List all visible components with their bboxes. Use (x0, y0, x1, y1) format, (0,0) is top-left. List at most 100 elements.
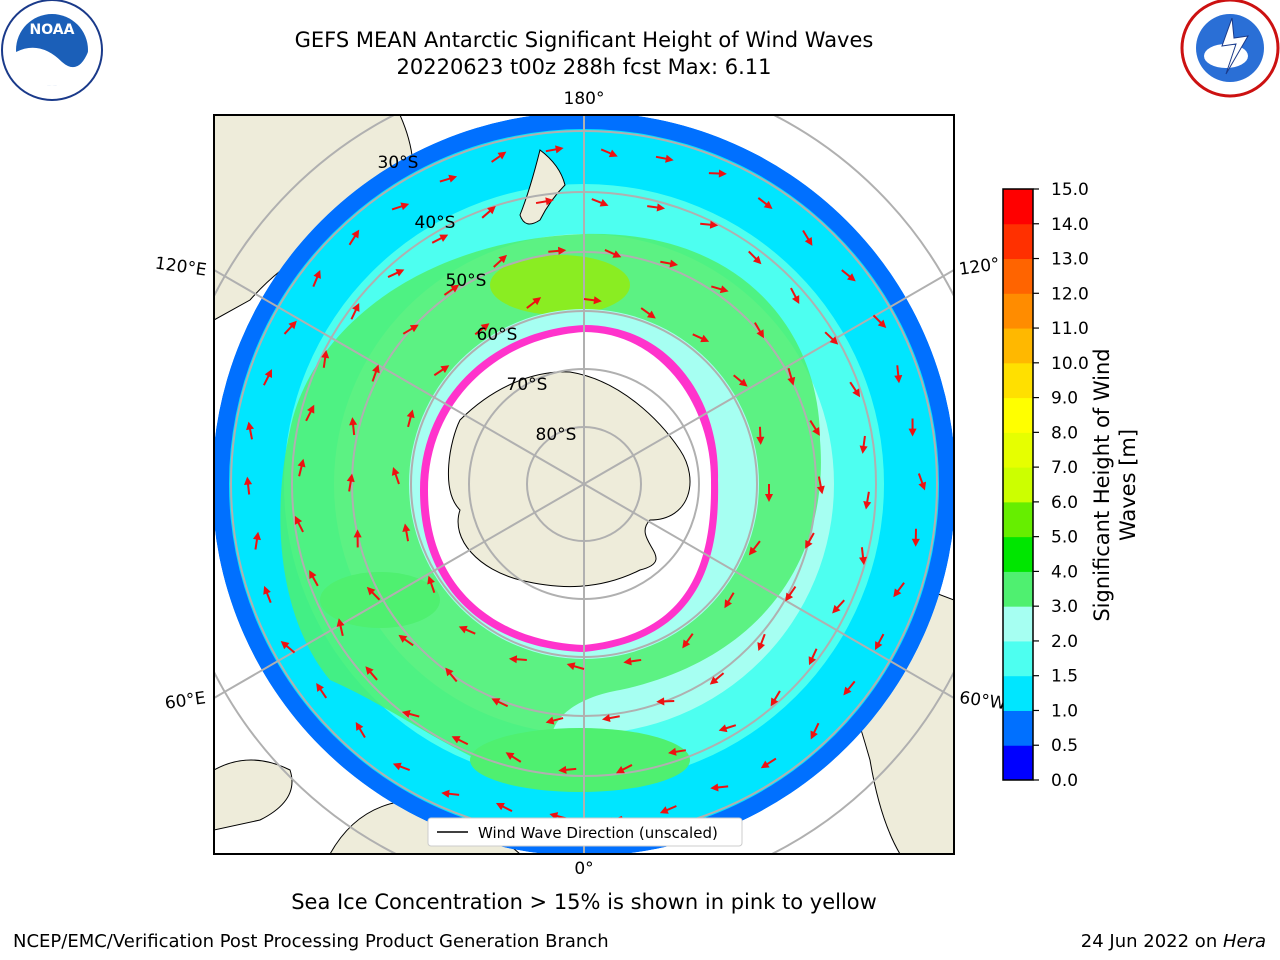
wind-arrow-head (656, 203, 666, 212)
wind-arrow-head (398, 634, 408, 643)
colorbar-tick-label: 8.0 (1051, 423, 1078, 443)
lon-label-120e: 120°E (154, 254, 208, 281)
wind-arrow-head (427, 575, 435, 585)
footer-date: 24 Jun 2022 on Hera (1081, 931, 1266, 952)
wind-arrow-head (748, 546, 757, 556)
wind-arrow-head (757, 642, 765, 652)
wind-arrow-head (852, 388, 861, 398)
wind-arrow-head (491, 698, 501, 706)
colorbar-tick-label: 11.0 (1051, 319, 1089, 339)
wind-arrow-head (309, 570, 317, 579)
wind-arrow-head (752, 255, 762, 265)
wind-arrow-head (495, 803, 505, 811)
wind-arrow-head (252, 531, 261, 541)
wind-arrow-head (760, 760, 770, 769)
wind-arrow-head (297, 458, 306, 468)
wind-arrow-head (656, 697, 665, 706)
lon-label-60w: 60°W (958, 688, 1007, 714)
wind-arrow-head (372, 364, 380, 374)
colorbar-segment (1003, 293, 1033, 329)
wind-arrow-head (392, 762, 402, 771)
wind-arrow-head (668, 747, 677, 756)
wind-arrow-head (700, 334, 710, 343)
wind-arrow-head (812, 426, 820, 436)
colorbar-segment (1003, 467, 1033, 503)
legend-label: Wind Wave Direction (unscaled) (478, 824, 718, 842)
wind-arrow-head (724, 599, 732, 609)
footer-date-text: 24 Jun 2022 on (1080, 931, 1223, 952)
wind-arrow-head (451, 736, 461, 744)
wind-arrows (244, 145, 927, 825)
wind-arrow-head (288, 320, 297, 330)
wind-arrow-head (487, 206, 496, 215)
lon-label-180: 180° (564, 89, 605, 109)
wind-arrow-head (756, 329, 764, 339)
wind-arrow-head (406, 409, 415, 419)
wind-arrow-head (244, 476, 253, 485)
colorbar-tick-label: 0.0 (1051, 771, 1078, 791)
wind-arrow-head (497, 151, 507, 160)
new-zealand-land (519, 149, 566, 225)
colorbar-tick-label: 6.0 (1051, 493, 1078, 513)
wind-arrow-head (366, 586, 376, 596)
wind-arrow-head (402, 523, 411, 532)
map-title: GEFS MEAN Antarctic Significant Height o… (294, 28, 874, 52)
wind-arrow-head (859, 556, 868, 566)
wind-arrow-head (566, 662, 576, 671)
wind-arrow-head (545, 716, 555, 725)
wind-arrow-head (608, 149, 618, 158)
wind-arrow-head (770, 697, 779, 707)
madagascar-land (214, 759, 293, 831)
colorbar-tick-label: 13.0 (1051, 250, 1089, 270)
colorbar-segment (1003, 745, 1033, 781)
colorbar-tick-label: 12.0 (1051, 284, 1089, 304)
wind-arrow-head (395, 269, 405, 277)
colorbar-segment (1003, 258, 1033, 294)
colorbar-tick-label: 15.0 (1051, 180, 1089, 200)
map-subtitle: 20220623 t00z 288h fcst Max: 6.11 (396, 55, 772, 79)
wind-arrow-head (665, 154, 674, 163)
wind-arrow-head (669, 259, 679, 268)
lat-label-40s: 40°S (415, 213, 456, 233)
wind-arrow-head (763, 200, 773, 210)
wind-arrow-head (450, 284, 460, 293)
wind-arrow-head (313, 270, 321, 279)
wind-arrow-head (321, 349, 330, 359)
wind-arrow-head (508, 655, 518, 664)
colorbar-segment (1003, 432, 1033, 468)
wind-arrow-head (893, 588, 902, 598)
wind-arrow-head (718, 724, 728, 733)
wind-arrow-head (558, 765, 567, 774)
wind-arrow-head (400, 202, 410, 211)
wind-arrow-head (911, 538, 920, 547)
lat-label-80s: 80°S (536, 425, 577, 445)
colorbar-tick-label: 2.0 (1051, 632, 1078, 652)
wind-arrow-head (445, 667, 454, 677)
wind-arrow-head (557, 246, 567, 255)
footer-credit: NCEP/EMC/Verification Post Processing Pr… (13, 931, 609, 952)
colorbar-tick-label: 0.5 (1051, 736, 1078, 756)
wind-arrow-head (847, 273, 856, 282)
wind-arrow-head (810, 730, 818, 740)
colorbar-tick-label: 1.5 (1051, 667, 1078, 687)
colorbar-segment (1003, 362, 1033, 399)
colorbar-tick-label: 4.0 (1051, 562, 1078, 582)
wind-arrow-head (859, 445, 868, 454)
colorbar-tick-label: 5.0 (1051, 528, 1078, 548)
wind-arrow-head (804, 237, 813, 246)
wind-arrow-head (280, 641, 290, 650)
wind-arrow-head (498, 254, 508, 264)
wind-arrow-head (615, 765, 625, 774)
wind-arrow-head (355, 722, 364, 731)
sea-ice-caption: Sea Ice Concentration > 15% is shown in … (291, 890, 877, 914)
wind-arrow-head (401, 710, 411, 718)
wind-arrow-head (599, 199, 609, 207)
wind-arrow-head (805, 539, 813, 549)
lat-label-30s: 30°S (378, 153, 419, 173)
colorbar-segment (1003, 710, 1033, 746)
wind-arrow-head (756, 436, 765, 445)
colorbar-tick-label: 7.0 (1051, 458, 1078, 478)
wind-arrow-head (719, 285, 729, 294)
wind-arrow-head (480, 323, 490, 332)
